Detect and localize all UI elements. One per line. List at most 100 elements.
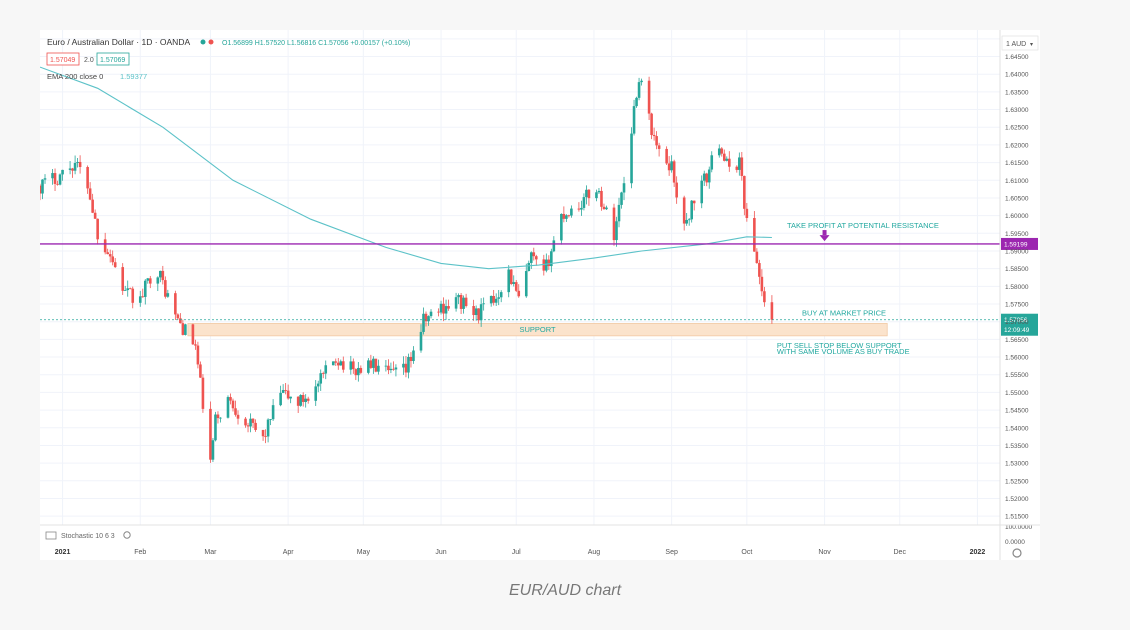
buy-box[interactable] [96,52,130,66]
candle-body [685,219,688,224]
candle-body [755,251,759,264]
candle-body [143,280,147,297]
candle-body [427,316,430,322]
candle-body [702,173,706,181]
candle-body [740,157,744,176]
gear-icon[interactable] [123,531,131,539]
candle-body [534,256,538,260]
y-tick-label: 1.61000 [1005,178,1029,185]
sell-box[interactable] [46,52,80,66]
x-tick-label: Oct [741,549,752,556]
candle-body [617,204,621,222]
resistance-price-tag [1001,237,1038,250]
candle-body [454,297,458,309]
candle-body [392,368,395,370]
candle-body [758,263,761,277]
candle-body [437,311,440,313]
y-tick-label: 1.56000 [1005,355,1029,362]
candle-body [211,440,215,460]
candle-body [547,259,551,267]
candle-body [78,161,82,168]
candlestick-chart[interactable]: SUPPORT 1.59199 1.57056 12:09:49 TAKE PROF… [40,30,1040,560]
y-tick-label: 1.55000 [1005,390,1029,397]
grid [40,30,1000,525]
settings-gear-icon[interactable] [1012,548,1022,558]
candle-body [196,345,200,365]
candle-body [394,367,398,370]
candle-body [725,158,729,161]
candle-body [412,350,415,362]
stochastic-tick-label: 0.0000 [1005,539,1025,546]
candle-body [667,163,671,171]
currency-selector[interactable] [1001,35,1039,51]
candle-body [753,217,756,252]
candle-body [219,417,222,419]
candle-body [763,291,766,303]
candle-body [352,361,355,370]
candle-body [264,436,267,438]
candle-body [209,408,212,460]
time-axis: 2021 Feb Mar Apr May Jun Jul Aug Sep Oct Nov Dec 202… [55,549,986,556]
candles [40,76,774,463]
candle-body [377,365,380,372]
candle-body [552,240,556,252]
candle-body [637,82,641,98]
candle-body [652,134,656,137]
candle-body [527,262,531,272]
candle-body [51,173,54,179]
ema-legend-label[interactable]: EMA 200 close 0 [47,72,103,81]
candle-body [690,200,693,220]
annotations: TAKE PROFIT AT POTENTIAL RESISTANCE BUY A… [777,221,939,356]
candle-body [339,361,343,366]
candle-body [743,175,746,209]
candle-body [73,162,77,171]
ema-200-path [40,66,772,270]
candle-body [587,189,591,199]
candle-body [164,280,167,297]
support-zone-label: SUPPORT [519,325,556,334]
candle-body [106,252,109,255]
candle-body [419,331,423,351]
candle-body [53,173,57,184]
candle-body [489,295,493,304]
candle-body [567,215,571,217]
price-axis: 1.650001.645001.640001.635001.630001.625… [999,30,1032,560]
candle-body [384,365,388,367]
candle-body [284,390,287,391]
candle-body [299,395,302,406]
candle-body [600,190,603,207]
candle-body [61,169,64,175]
candle-body [354,369,358,376]
y-tick-label: 1.53000 [1005,461,1029,468]
candle-body [194,344,197,346]
candle-body [687,219,691,221]
y-tick-label: 1.54000 [1005,425,1029,432]
candle-body [156,277,160,284]
candle-body [670,161,673,171]
candle-body [464,297,468,307]
y-tick-label: 1.60000 [1005,213,1029,220]
candle-body [657,145,661,149]
candle-body [477,308,480,321]
candle-body [146,278,150,281]
candle-body [201,377,205,409]
y-tick-label: 1.59500 [1005,231,1029,238]
candle-body [444,306,448,314]
candle-body [494,298,498,303]
support-zone: SUPPORT [187,323,888,337]
candle-body [524,271,528,297]
x-tick-label: Dec [894,549,907,556]
candle-body [176,314,180,319]
y-tick-label: 1.62000 [1005,142,1029,149]
candle-body [424,313,428,322]
y-tick-label: 1.53500 [1005,443,1029,450]
candle-body [111,256,114,263]
candle-body [234,408,237,415]
candle-body [605,207,608,210]
candle-body [692,200,696,204]
candle-body [331,361,335,366]
stochastic-legend[interactable]: Stochastic 10 6 3 [61,533,115,540]
candle-body [565,215,568,219]
bar-countdown-label: 12:09:49 [1004,327,1030,334]
candle-body [640,80,643,83]
